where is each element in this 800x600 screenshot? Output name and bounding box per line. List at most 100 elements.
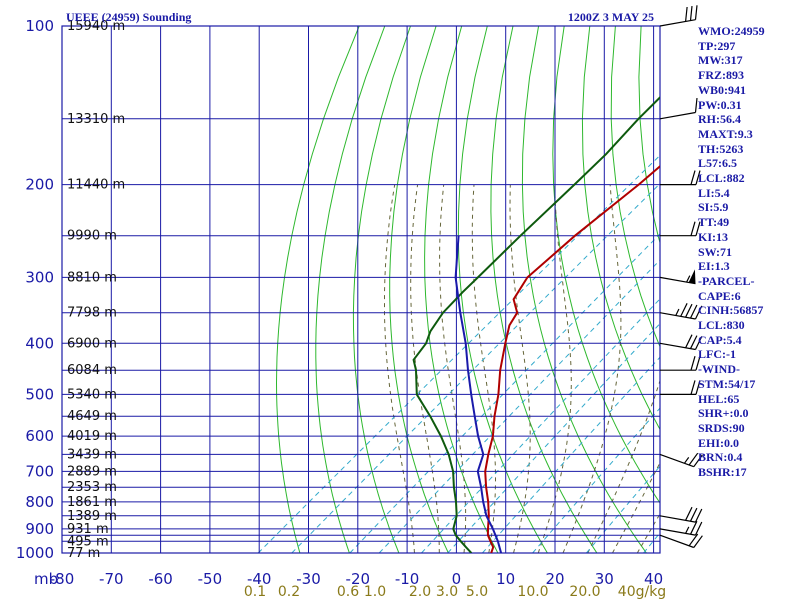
sounding-index: LCL:882 [698, 171, 745, 186]
moist-adiabat-line [439, 184, 467, 553]
temperature-tick-label: 40 [644, 570, 663, 588]
height-label: 2889 m [67, 464, 117, 479]
wind-barb-flag [680, 303, 688, 317]
wind-barb-half-flag [685, 526, 690, 534]
sounding-index: EI:1.3 [698, 259, 730, 274]
height-label: 5340 m [67, 387, 117, 402]
sounding-index: TP:297 [698, 38, 736, 53]
grid [61, 25, 661, 554]
sounding-index: TT:49 [698, 215, 730, 230]
moist-adiabat-line [471, 184, 496, 553]
parcel-line [454, 235, 503, 553]
temperature-tick-label: 20 [545, 570, 564, 588]
mixing-ratio-line [482, 356, 660, 553]
mixing-ratio-label: 0.2 [278, 584, 300, 600]
moist-adiabat-line [587, 379, 660, 553]
dry-adiabat-line [275, 26, 360, 553]
temperature-tick-label: -30 [296, 570, 321, 588]
height-label: 931 m [67, 522, 109, 537]
height-label: 6900 m [67, 336, 117, 351]
wind-barb [660, 170, 701, 186]
mixing-ratio-line [532, 407, 660, 553]
mixing-ratio-label: 0.1 [244, 584, 266, 600]
height-label: 6084 m [67, 363, 117, 378]
mixing-ratio-label: 2.0 [409, 584, 431, 600]
temperature-tick-label: -50 [198, 570, 223, 588]
temperature-tick-label: 30 [595, 570, 614, 588]
dewpoint-line [412, 96, 660, 553]
dry-adiabat-line [424, 26, 499, 553]
wind-barb-staff [659, 453, 695, 468]
pressure-tick-label: 1000 [16, 544, 54, 562]
mixing-ratio-label: 40g/kg [618, 584, 666, 600]
mixing-ratio-label: 0.6 [337, 584, 359, 600]
wind-barb [659, 98, 698, 120]
sounding-index: WMO:24959 [698, 24, 765, 38]
pressure-unit-label: mb [34, 570, 58, 588]
mixing-ratio-line [447, 322, 660, 553]
mixing-ratio-line [257, 154, 660, 553]
wind-barb-flag [690, 170, 696, 185]
mixing-ratio-label: 3.0 [436, 584, 458, 600]
height-label: 3439 m [67, 447, 117, 462]
pressure-tick-label: 200 [25, 176, 54, 194]
height-label: 1861 m [67, 495, 117, 510]
height-label: 77 m [67, 546, 100, 561]
wind-barb-flag [689, 520, 698, 535]
wind-barb-flag [690, 356, 696, 371]
sounding-index: BRN:0.4 [698, 450, 743, 465]
moist-adiabat-line [509, 184, 531, 553]
sounding-index: -WIND- [698, 362, 740, 377]
wind-barb-flag [694, 305, 703, 320]
moist-adiabat-line [562, 184, 622, 553]
dry-adiabat-line [352, 26, 411, 553]
sounding-index: FRZ:893 [698, 68, 744, 83]
wind-barb [659, 506, 703, 523]
height-labels: 15940 m 13310 m 11440 m 9990 m 8810 m 7798 m 6… [67, 19, 125, 561]
sounding-index: SHR+:0.0 [698, 406, 749, 421]
wind-barb [659, 334, 703, 351]
mixing-ratio-line [586, 465, 660, 553]
temperature-tick-label: 0 [452, 570, 462, 588]
sounding-index: BSHR:17 [698, 465, 747, 480]
wind-barb-flag [694, 508, 703, 523]
sounding-index: MW:317 [698, 53, 743, 68]
station-title: UEEE (24959) Sounding [66, 10, 191, 24]
sounding-index: KI:13 [698, 229, 728, 244]
mixing-ratio-label: 20.0 [569, 584, 600, 600]
temperature-tick-label: -70 [99, 570, 124, 588]
pressure-tick-label: 100 [25, 17, 54, 35]
wind-barb [660, 221, 701, 237]
wind-barb-flag [688, 452, 699, 466]
wind-barb-staff [659, 312, 696, 320]
wind-barb-staff [659, 528, 696, 536]
mixing-ratio-line [378, 259, 660, 553]
height-label: 9990 m [67, 229, 117, 244]
wind-barb-flag [689, 304, 698, 319]
height-label: 13310 m [67, 112, 125, 127]
height-label: 4019 m [67, 429, 117, 444]
wind-barb [659, 303, 703, 320]
wind-barb-flag [694, 5, 698, 20]
dry-adiabat-line [552, 26, 660, 504]
wind-barb [659, 533, 703, 549]
pressure-tick-label: 600 [25, 427, 54, 445]
mixing-ratio-line [421, 298, 660, 553]
wind-barb-flag [688, 533, 699, 547]
wind-barb-flag [694, 98, 698, 113]
wind-barb-flag [695, 380, 701, 395]
sounding-index: SRDS:90 [698, 420, 745, 435]
sounding-index: PW:0.31 [698, 97, 742, 112]
pressure-tick-label: 700 [25, 462, 54, 480]
wind-barb-flag [690, 380, 696, 395]
sounding-index: CAP:5.4 [698, 332, 742, 347]
dry-adiabat-line [521, 26, 648, 553]
wind-barb [659, 5, 698, 27]
mixing-ratio-line [291, 182, 660, 553]
wind-barb-staff [659, 534, 695, 549]
sounding-index: CAPE:6 [698, 288, 741, 303]
height-label: 2353 m [67, 480, 117, 495]
pressure-tick-label: 900 [25, 520, 54, 538]
sounding-index: CINH:56857 [698, 303, 764, 318]
